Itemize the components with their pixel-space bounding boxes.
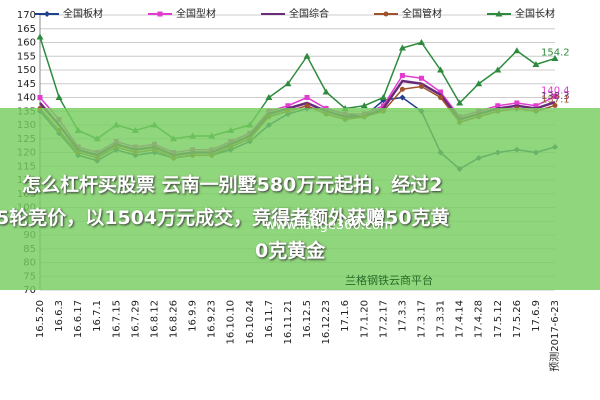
x-tick-label: 16.8.12 <box>149 300 160 338</box>
x-tick-label: 16.11.7 <box>264 300 275 338</box>
marker <box>379 94 387 100</box>
x-tick-label: 16.6.17 <box>73 300 84 338</box>
marker <box>399 94 406 101</box>
x-tick-label: 16.8.26 <box>169 300 180 338</box>
marker <box>438 95 444 100</box>
x-tick-label: 17.6.9 <box>531 300 542 332</box>
marker <box>514 100 520 106</box>
x-tick-label: 17.3.3 <box>397 300 408 332</box>
marker <box>399 73 405 78</box>
marker <box>438 89 444 95</box>
marker <box>55 94 63 100</box>
x-tick-label: 16.7.29 <box>130 300 141 338</box>
x-tick-label: 17.5.12 <box>493 300 504 338</box>
marker <box>44 11 50 17</box>
data-label: 138.3 <box>541 91 570 102</box>
x-tick-label: 16.7.15 <box>111 300 122 338</box>
data-label: 140.4 <box>541 85 570 96</box>
y-tick-label: 155 <box>17 51 36 62</box>
x-tick-label: 16.9.23 <box>207 300 218 338</box>
marker <box>285 103 291 109</box>
marker <box>532 61 540 67</box>
marker <box>157 11 163 17</box>
x-tick-label: 17.4.28 <box>474 300 485 338</box>
marker <box>265 94 273 100</box>
data-label: 154.2 <box>541 47 570 58</box>
marker <box>399 86 405 92</box>
y-tick-label: 70 <box>23 285 36 296</box>
legend-label: 全国板材 <box>63 7 103 20</box>
overlay-text: 0克黄金 <box>255 240 326 262</box>
legend-label: 全国长材 <box>515 7 555 20</box>
marker <box>304 95 310 100</box>
marker <box>495 103 501 109</box>
marker <box>322 88 330 95</box>
y-tick-label: 145 <box>17 79 36 90</box>
marker <box>284 80 292 87</box>
marker <box>383 11 389 17</box>
y-tick-label: 150 <box>17 65 36 76</box>
marker <box>398 44 406 51</box>
x-tick-label: 16.12.5 <box>302 300 313 338</box>
marker <box>533 103 539 109</box>
marker <box>304 103 310 109</box>
x-tick-label: 16.5.20 <box>35 300 46 338</box>
x-tick-label: 16.11.21 <box>283 300 294 345</box>
overlay-text: 怎么杠杆买股票 云南一别墅580万元起拍，经过2 <box>22 174 443 196</box>
x-tick-label: 17.2.17 <box>378 300 389 338</box>
x-tick-label: 17.3.17 <box>416 300 427 338</box>
marker <box>303 52 311 59</box>
x-tick-label: 16.10.10 <box>226 300 237 345</box>
marker <box>513 47 521 54</box>
x-tick-label: 16.6.3 <box>54 300 65 332</box>
x-tick-label: 16.10.24 <box>245 300 256 345</box>
y-tick-label: 160 <box>17 38 36 49</box>
overlay-band <box>0 108 600 290</box>
x-tick-label: 17.5.26 <box>512 300 523 338</box>
marker <box>418 75 424 81</box>
marker <box>552 93 558 99</box>
marker <box>552 102 558 108</box>
y-tick-label: 140 <box>17 93 36 104</box>
overlay-text: 5轮竞价，以1504万元成交，竞得者额外获赠50克黄 <box>0 207 450 229</box>
marker <box>37 95 43 100</box>
y-tick-label: 170 <box>17 10 36 21</box>
x-tick-label: 17.4.14 <box>455 300 466 338</box>
marker <box>495 10 503 17</box>
marker <box>437 66 445 73</box>
x-tick-label: 16.9.9 <box>188 300 199 332</box>
x-tick-label: 17.3.31 <box>436 300 447 338</box>
marker <box>475 80 483 87</box>
watermark: www.lange360.com <box>265 218 393 233</box>
legend-label: 全国管材 <box>402 7 442 20</box>
marker <box>456 99 464 106</box>
marker <box>380 103 386 109</box>
brand: 兰格钢铁云商平台 <box>345 274 433 287</box>
x-tick-label: 预测2017-6-23 <box>548 300 561 372</box>
legend-label: 全国综合 <box>289 7 329 20</box>
x-tick-label: 16.7.1 <box>92 300 103 332</box>
y-tick-label: 165 <box>17 24 36 35</box>
marker <box>494 66 502 73</box>
marker <box>551 54 559 61</box>
marker <box>417 39 425 45</box>
data-label: 137.1 <box>541 94 570 105</box>
marker <box>418 84 424 89</box>
marker <box>360 102 368 109</box>
x-tick-label: 16.12.23 <box>321 300 332 345</box>
x-tick-label: 17.1.20 <box>359 300 370 338</box>
marker <box>36 33 44 40</box>
legend-label: 全国型材 <box>176 7 216 20</box>
x-tick-label: 17.1.6 <box>340 300 351 332</box>
